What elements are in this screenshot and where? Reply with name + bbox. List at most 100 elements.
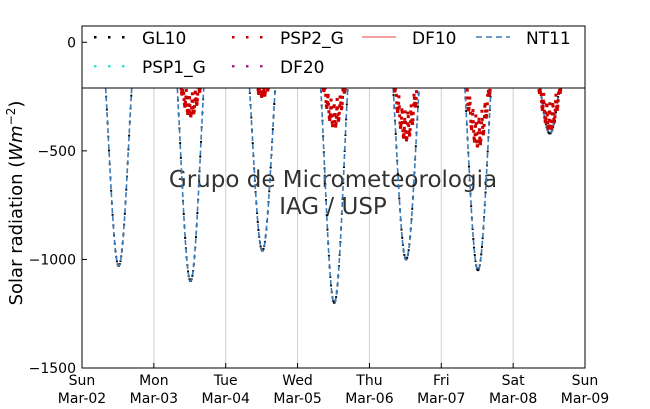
psp2-point xyxy=(468,96,472,100)
legend-swatch xyxy=(122,65,125,68)
gl10-point xyxy=(412,184,415,187)
psp2-point xyxy=(545,104,549,108)
gl10-point xyxy=(199,155,202,158)
psp2-point xyxy=(556,99,560,103)
psp2-point xyxy=(475,132,479,136)
psp2-point xyxy=(341,95,345,99)
gl10-point xyxy=(330,284,333,287)
psp2-point xyxy=(260,90,264,94)
gl10-point xyxy=(554,111,557,114)
psp2-point xyxy=(411,118,415,122)
psp2-point xyxy=(544,117,548,121)
gl10-point xyxy=(481,237,484,240)
psp2-point xyxy=(405,136,409,140)
psp2-point xyxy=(405,130,409,134)
gl10-point xyxy=(557,96,560,99)
psp2-point xyxy=(538,90,542,94)
psp2-point xyxy=(559,88,563,92)
gl10-point xyxy=(327,254,330,257)
psp2-point xyxy=(554,100,558,104)
gl10-point xyxy=(257,229,260,232)
psp2-point xyxy=(335,98,339,102)
psp2-point xyxy=(393,87,397,91)
legend-swatch xyxy=(108,65,111,68)
gl10-point xyxy=(414,145,417,148)
gl10-point xyxy=(468,165,471,168)
psp2-point xyxy=(195,98,199,102)
psp2-point xyxy=(407,124,411,128)
gl10-point xyxy=(115,260,118,263)
psp2-point xyxy=(402,133,406,137)
gl10-point xyxy=(465,109,468,112)
psp2-point xyxy=(551,112,555,116)
legend-label: PSP1_G xyxy=(142,58,206,78)
gl10-point xyxy=(544,123,547,126)
psp2-point xyxy=(329,98,333,102)
nt11-line xyxy=(459,41,497,272)
psp2-point xyxy=(467,108,471,112)
gl10-point xyxy=(127,148,130,151)
gl10-point xyxy=(191,274,194,277)
psp2-point xyxy=(399,125,403,129)
gl10-point xyxy=(345,118,348,121)
psp2-point xyxy=(550,120,554,124)
gl10-point xyxy=(271,128,274,131)
psp2-point xyxy=(184,88,188,92)
psp2-point xyxy=(190,92,194,96)
gl10-point xyxy=(111,213,114,216)
gl10-point xyxy=(119,260,122,263)
psp2-point xyxy=(553,108,557,112)
x-tick-label-day: Sun xyxy=(572,373,599,389)
psp2-point xyxy=(185,103,189,107)
psp2-point xyxy=(473,138,477,142)
x-tick-label-date: Mar-04 xyxy=(202,391,250,407)
psp2-point xyxy=(192,111,196,115)
psp2-point xyxy=(407,130,411,134)
psp2-point xyxy=(181,89,185,93)
psp2-point xyxy=(414,96,418,100)
psp2-point xyxy=(551,103,555,107)
psp2-point xyxy=(540,100,544,104)
x-tick-label-day: Fri xyxy=(433,373,450,389)
gl10-point xyxy=(484,191,487,194)
psp2-point xyxy=(188,104,192,108)
legend-swatch xyxy=(108,36,111,39)
gl10-point xyxy=(477,269,480,272)
psp2-point xyxy=(471,109,475,113)
psp2-point xyxy=(483,102,487,106)
psp2-point xyxy=(328,117,332,121)
psp2-point xyxy=(263,93,267,97)
psp2-point xyxy=(404,138,408,142)
psp2-point xyxy=(549,126,553,130)
psp2-point xyxy=(337,116,341,120)
psp2-point xyxy=(326,93,330,97)
psp2-point xyxy=(343,89,347,93)
gl10-point xyxy=(130,94,133,97)
psp2-point xyxy=(334,124,338,128)
psp2-point xyxy=(396,107,400,111)
x-tick-label-date: Mar-09 xyxy=(561,391,609,407)
psp2-point xyxy=(480,109,484,113)
psp2-point xyxy=(553,119,557,123)
ylabel-exp: −2 xyxy=(4,108,18,126)
psp2-point xyxy=(398,114,402,118)
psp2-point xyxy=(479,142,483,146)
psp2-point xyxy=(403,121,407,125)
psp2-point xyxy=(182,91,186,95)
legend-swatch xyxy=(246,36,249,39)
psp2-point xyxy=(545,113,549,117)
psp2-point xyxy=(550,125,554,129)
psp2-point xyxy=(473,124,477,128)
gl10-point xyxy=(196,211,199,214)
legend-label: NT11 xyxy=(526,29,571,49)
gl10-point xyxy=(396,172,399,175)
legend-swatch xyxy=(260,36,263,39)
y-tick-label: −500 xyxy=(38,144,76,160)
x-tick-label-date: Mar-02 xyxy=(58,391,106,407)
psp2-point xyxy=(485,109,489,113)
x-tick-label-day: Sat xyxy=(502,373,525,389)
psp2-point xyxy=(555,107,559,111)
psp2-point xyxy=(327,102,331,106)
nt11-line xyxy=(171,41,210,282)
